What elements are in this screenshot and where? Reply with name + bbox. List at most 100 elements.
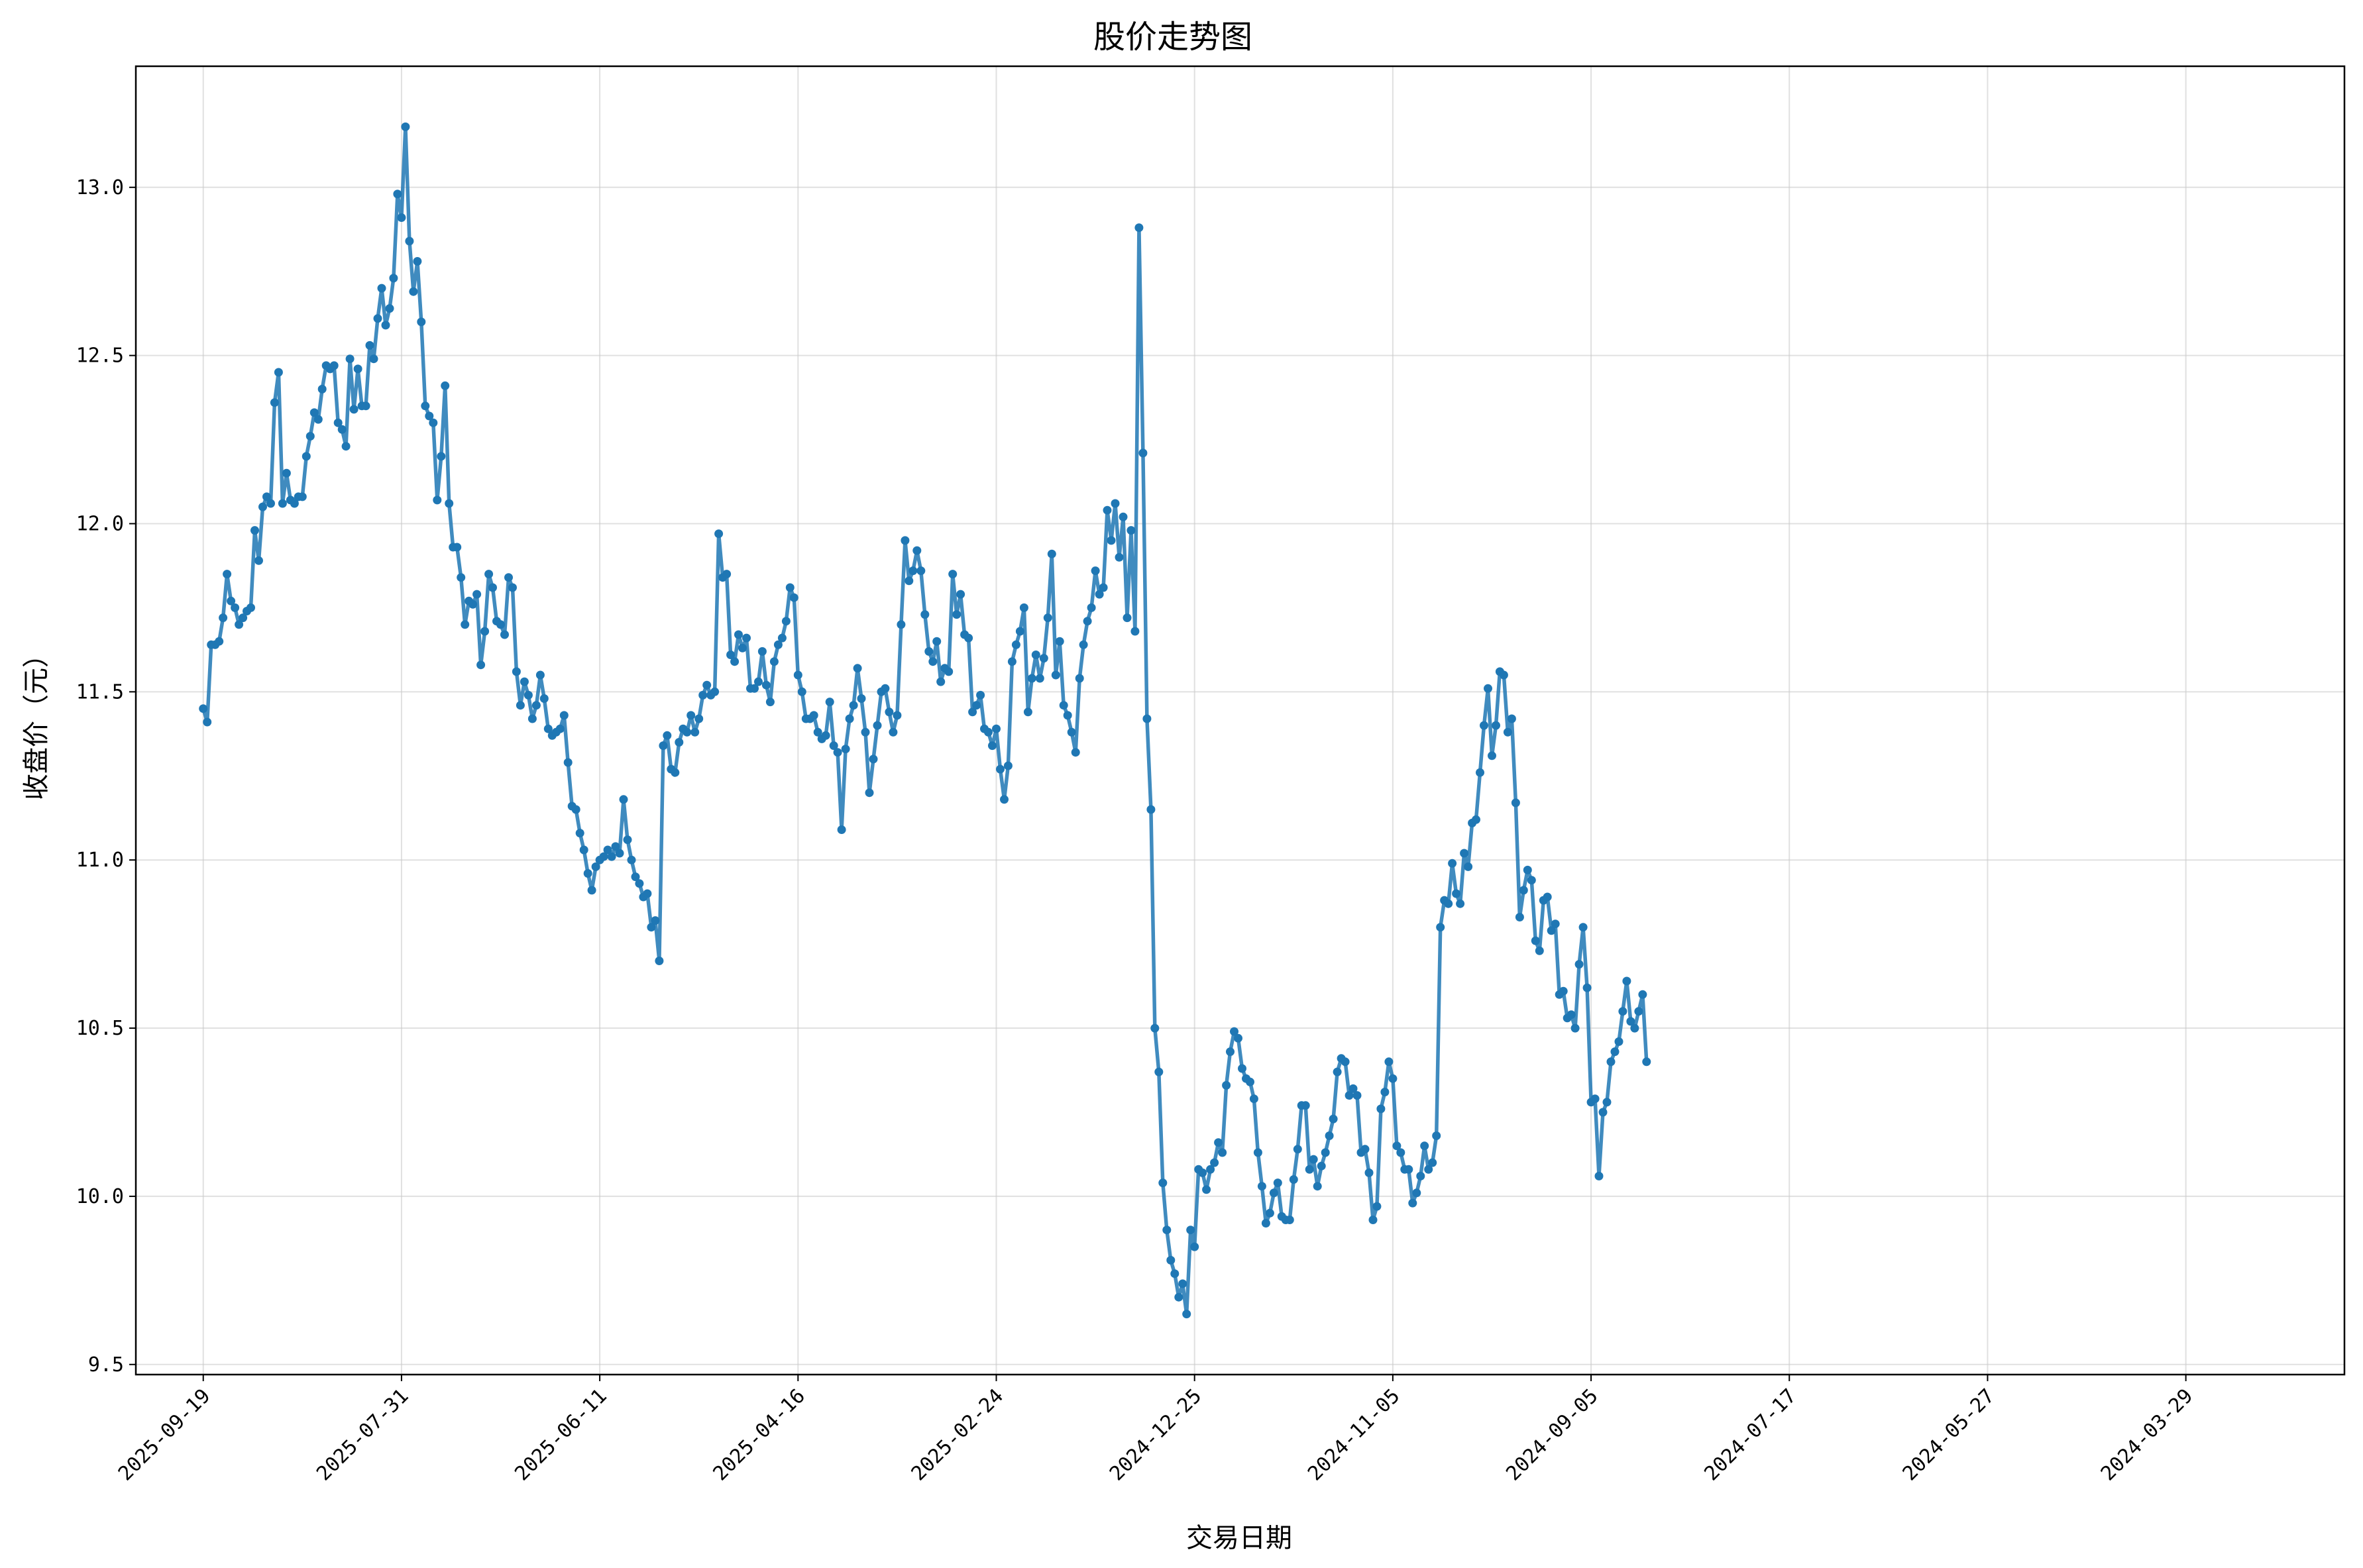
data-point — [219, 613, 228, 623]
y-tick-label: 11.5 — [76, 680, 124, 704]
data-point — [1559, 986, 1568, 996]
data-point — [397, 213, 406, 222]
data-point — [555, 724, 565, 733]
data-point — [785, 583, 795, 592]
data-point — [1582, 983, 1592, 992]
data-point — [710, 687, 720, 696]
data-point — [1574, 960, 1584, 969]
data-point — [1138, 448, 1148, 458]
data-point — [1166, 1255, 1176, 1265]
data-point — [869, 755, 878, 764]
data-point — [1150, 1023, 1160, 1033]
data-point — [1590, 1094, 1600, 1104]
data-point — [1226, 1047, 1235, 1057]
data-point — [1079, 640, 1088, 649]
data-point — [484, 570, 494, 579]
data-point — [825, 698, 834, 707]
data-point — [1249, 1094, 1258, 1104]
data-point — [365, 340, 374, 350]
data-point — [1019, 603, 1028, 612]
data-point — [1535, 946, 1544, 955]
data-point — [769, 657, 779, 666]
data-point — [893, 711, 902, 720]
data-point — [270, 398, 279, 407]
data-point — [793, 670, 802, 680]
chart-title: 股价走势图 — [1093, 19, 1252, 56]
data-point — [1075, 674, 1084, 683]
data-point — [730, 657, 740, 666]
data-point — [341, 442, 351, 451]
data-point — [1551, 919, 1560, 929]
data-point — [203, 717, 212, 727]
data-point — [302, 452, 311, 461]
y-tick-label: 11.0 — [76, 849, 124, 872]
data-point — [694, 714, 704, 723]
data-point — [1123, 613, 1132, 623]
data-point — [539, 694, 549, 703]
data-point — [1515, 913, 1524, 921]
data-point — [254, 556, 263, 565]
data-point — [1329, 1114, 1338, 1124]
data-point — [944, 667, 954, 676]
data-point — [461, 620, 470, 629]
data-point — [290, 499, 299, 508]
data-point — [1547, 926, 1556, 935]
data-point — [611, 842, 620, 851]
data-point — [1392, 1141, 1401, 1151]
data-point — [912, 546, 922, 555]
data-point — [1162, 1226, 1172, 1235]
data-point — [1416, 1171, 1425, 1180]
data-point — [1372, 1202, 1382, 1211]
data-point — [1309, 1155, 1318, 1164]
data-point — [381, 321, 390, 330]
data-point — [1519, 886, 1528, 895]
data-point — [813, 727, 822, 737]
data-point — [1178, 1279, 1187, 1288]
data-point — [698, 690, 708, 700]
data-point — [1015, 627, 1024, 636]
data-point — [504, 573, 513, 582]
data-point — [1269, 1188, 1278, 1198]
data-point — [635, 879, 644, 888]
data-point — [453, 543, 462, 552]
data-point — [714, 529, 724, 539]
data-point — [1388, 1074, 1398, 1083]
data-point — [1606, 1057, 1616, 1067]
data-point — [1103, 505, 1112, 515]
series-group — [199, 122, 1651, 1319]
data-point — [1396, 1148, 1405, 1157]
data-point — [952, 610, 962, 619]
data-point — [1464, 862, 1473, 871]
data-point — [1039, 654, 1048, 663]
data-point — [1638, 990, 1647, 999]
data-point — [1618, 1007, 1627, 1016]
data-point — [663, 731, 672, 740]
data-point — [1428, 1158, 1437, 1167]
data-point — [726, 651, 736, 659]
data-point — [278, 499, 287, 508]
data-point — [457, 573, 466, 582]
data-point — [932, 637, 942, 646]
data-point — [789, 593, 798, 602]
data-point — [468, 600, 478, 609]
data-point — [298, 492, 307, 501]
grid-lines — [136, 66, 2344, 1375]
data-point — [1087, 603, 1096, 612]
data-point — [1364, 1168, 1374, 1177]
data-point — [480, 627, 490, 636]
data-point — [1404, 1165, 1413, 1174]
data-point — [1499, 670, 1508, 680]
data-point — [1341, 1057, 1350, 1067]
data-point — [559, 711, 569, 720]
data-point — [429, 418, 438, 427]
data-point — [385, 304, 394, 313]
data-point — [1305, 1165, 1314, 1174]
data-point — [1186, 1226, 1195, 1235]
data-point — [1214, 1138, 1223, 1147]
data-point — [984, 727, 993, 737]
data-point — [992, 724, 1001, 733]
data-point — [1313, 1182, 1322, 1191]
data-point — [924, 647, 934, 656]
data-point — [1198, 1168, 1207, 1177]
